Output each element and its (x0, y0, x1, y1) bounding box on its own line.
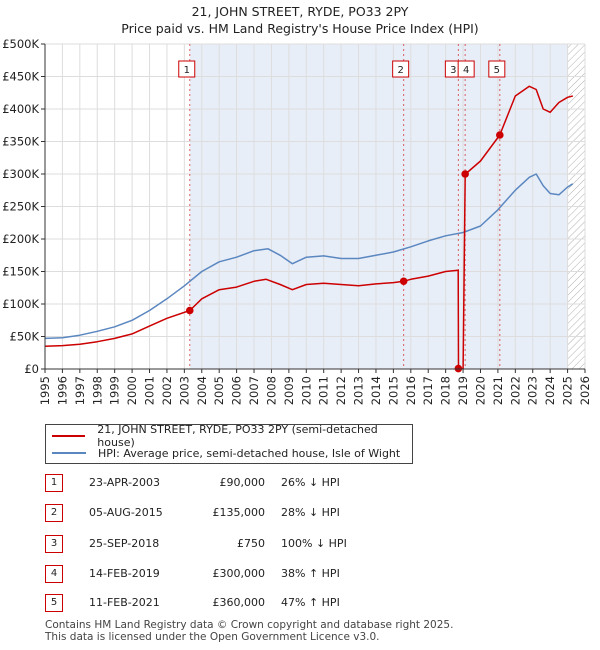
marker-label-4: 4 (463, 65, 469, 76)
x-tick-label: 2008 (264, 376, 278, 405)
transaction-date: 23-APR-2003 (89, 476, 161, 489)
sale-point-4 (461, 170, 469, 178)
footer-copyright: Contains HM Land Registry data © Crown c… (45, 619, 454, 631)
x-tick-label: 2018 (439, 376, 453, 405)
marker-label-3: 3 (450, 65, 456, 76)
x-tick-label: 2014 (369, 376, 383, 405)
x-tick-label: 2017 (421, 376, 435, 405)
y-tick-label: £0 (24, 362, 39, 376)
y-tick-label: £450K (2, 70, 39, 84)
y-tick-label: £300K (2, 167, 39, 181)
x-tick-label: 1997 (73, 376, 87, 405)
x-tick-label: 2010 (299, 376, 313, 405)
x-tick-label: 2022 (508, 376, 522, 405)
transaction-number-badge: 5 (45, 594, 63, 612)
x-tick-label: 1995 (38, 376, 52, 405)
transaction-hpi-change: 28% ↓ HPI (281, 506, 340, 519)
x-tick-label: 1996 (55, 376, 69, 405)
transaction-hpi-change: 100% ↓ HPI (281, 537, 347, 550)
legend-label-property: 21, JOHN STREET, RYDE, PO33 2PY (semi-de… (97, 423, 378, 449)
x-tick-label: 2016 (404, 376, 418, 405)
transaction-number-badge: 4 (45, 565, 63, 583)
x-tick-label: 2025 (561, 376, 575, 405)
marker-box-4 (457, 60, 475, 78)
y-tick-label: £100K (2, 297, 39, 311)
x-tick-label: 2004 (195, 376, 209, 405)
x-tick-label: 1999 (108, 376, 122, 405)
marker-box-1 (178, 60, 196, 78)
transaction-date: 25-SEP-2018 (89, 537, 160, 550)
transaction-price: £135,000 (212, 506, 266, 519)
x-tick-label: 2002 (160, 376, 174, 405)
x-tick-label: 2001 (143, 376, 157, 405)
transaction-date: 11-FEB-2021 (89, 596, 160, 609)
x-tick-label: 2024 (543, 376, 557, 405)
legend-item-property: 21, JOHN STREET, RYDE, PO33 2PY (semi-de… (52, 423, 412, 449)
x-tick-label: 2019 (456, 376, 470, 405)
y-tick-label: £150K (2, 265, 39, 279)
marker-label-1: 1 (184, 65, 190, 76)
x-tick-label: 2006 (230, 376, 244, 405)
x-tick-label: 2003 (177, 376, 191, 405)
hpi-line (44, 173, 574, 340)
chart-title: 21, JOHN STREET, RYDE, PO33 2PY (191, 4, 409, 19)
transaction-price: £750 (237, 537, 265, 550)
y-tick-label: £200K (2, 232, 39, 246)
transaction-hpi-change: 38% ↑ HPI (281, 567, 340, 580)
sale-point-2 (399, 277, 408, 286)
x-tick-label: 2011 (317, 376, 331, 405)
transaction-hpi-change: 26% ↓ HPI (281, 476, 340, 489)
x-tick-label: 2013 (352, 376, 366, 405)
property-line (44, 85, 573, 370)
legend-item-hpi: HPI: Average price, semi-detached house,… (52, 445, 400, 461)
x-tick-label: 2007 (247, 376, 261, 405)
legend-swatch-property (52, 435, 86, 437)
y-tick-label: £500K (2, 37, 39, 51)
x-tick-label: 2021 (491, 376, 505, 405)
y-tick-label: £50K (10, 330, 40, 344)
transaction-hpi-change: 47% ↑ HPI (281, 596, 340, 609)
y-tick-label: £350K (2, 135, 39, 149)
x-tick-label: 2009 (282, 376, 296, 405)
chart-subtitle: Price paid vs. HM Land Registry's House … (121, 21, 479, 36)
x-tick-label: 2026 (578, 376, 592, 405)
legend-swatch-hpi (52, 452, 86, 454)
legend-label-hpi: HPI: Average price, semi-detached house,… (98, 446, 401, 460)
transaction-price: £90,000 (219, 476, 266, 489)
transaction-number-badge: 2 (45, 504, 63, 522)
legend: 21, JOHN STREET, RYDE, PO33 2PY (semi-de… (45, 423, 413, 464)
transaction-price: £360,000 (212, 596, 266, 609)
y-tick-label: £250K (2, 200, 39, 214)
x-tick-label: 2023 (526, 376, 540, 405)
sale-point-1 (185, 306, 194, 315)
x-tick-label: 2005 (212, 376, 226, 405)
marker-box-2 (392, 60, 410, 78)
x-tick-label: 2020 (473, 376, 487, 405)
marker-box-5 (488, 60, 506, 78)
x-tick-label: 2015 (386, 376, 400, 405)
footer-license: This data is licensed under the Open Gov… (45, 631, 380, 643)
transaction-price: £300,000 (212, 567, 266, 580)
transaction-date: 05-AUG-2015 (89, 506, 163, 519)
marker-label-5: 5 (494, 65, 500, 76)
y-tick-label: £400K (2, 102, 39, 116)
transaction-number-badge: 1 (45, 474, 63, 492)
marker-label-2: 2 (397, 65, 403, 76)
transaction-date: 14-FEB-2019 (89, 567, 160, 580)
x-tick-label: 2012 (334, 376, 348, 405)
transaction-number-badge: 3 (45, 535, 63, 553)
sale-point-5 (496, 131, 504, 139)
x-tick-label: 1998 (90, 376, 104, 405)
x-tick-label: 2000 (125, 376, 139, 405)
